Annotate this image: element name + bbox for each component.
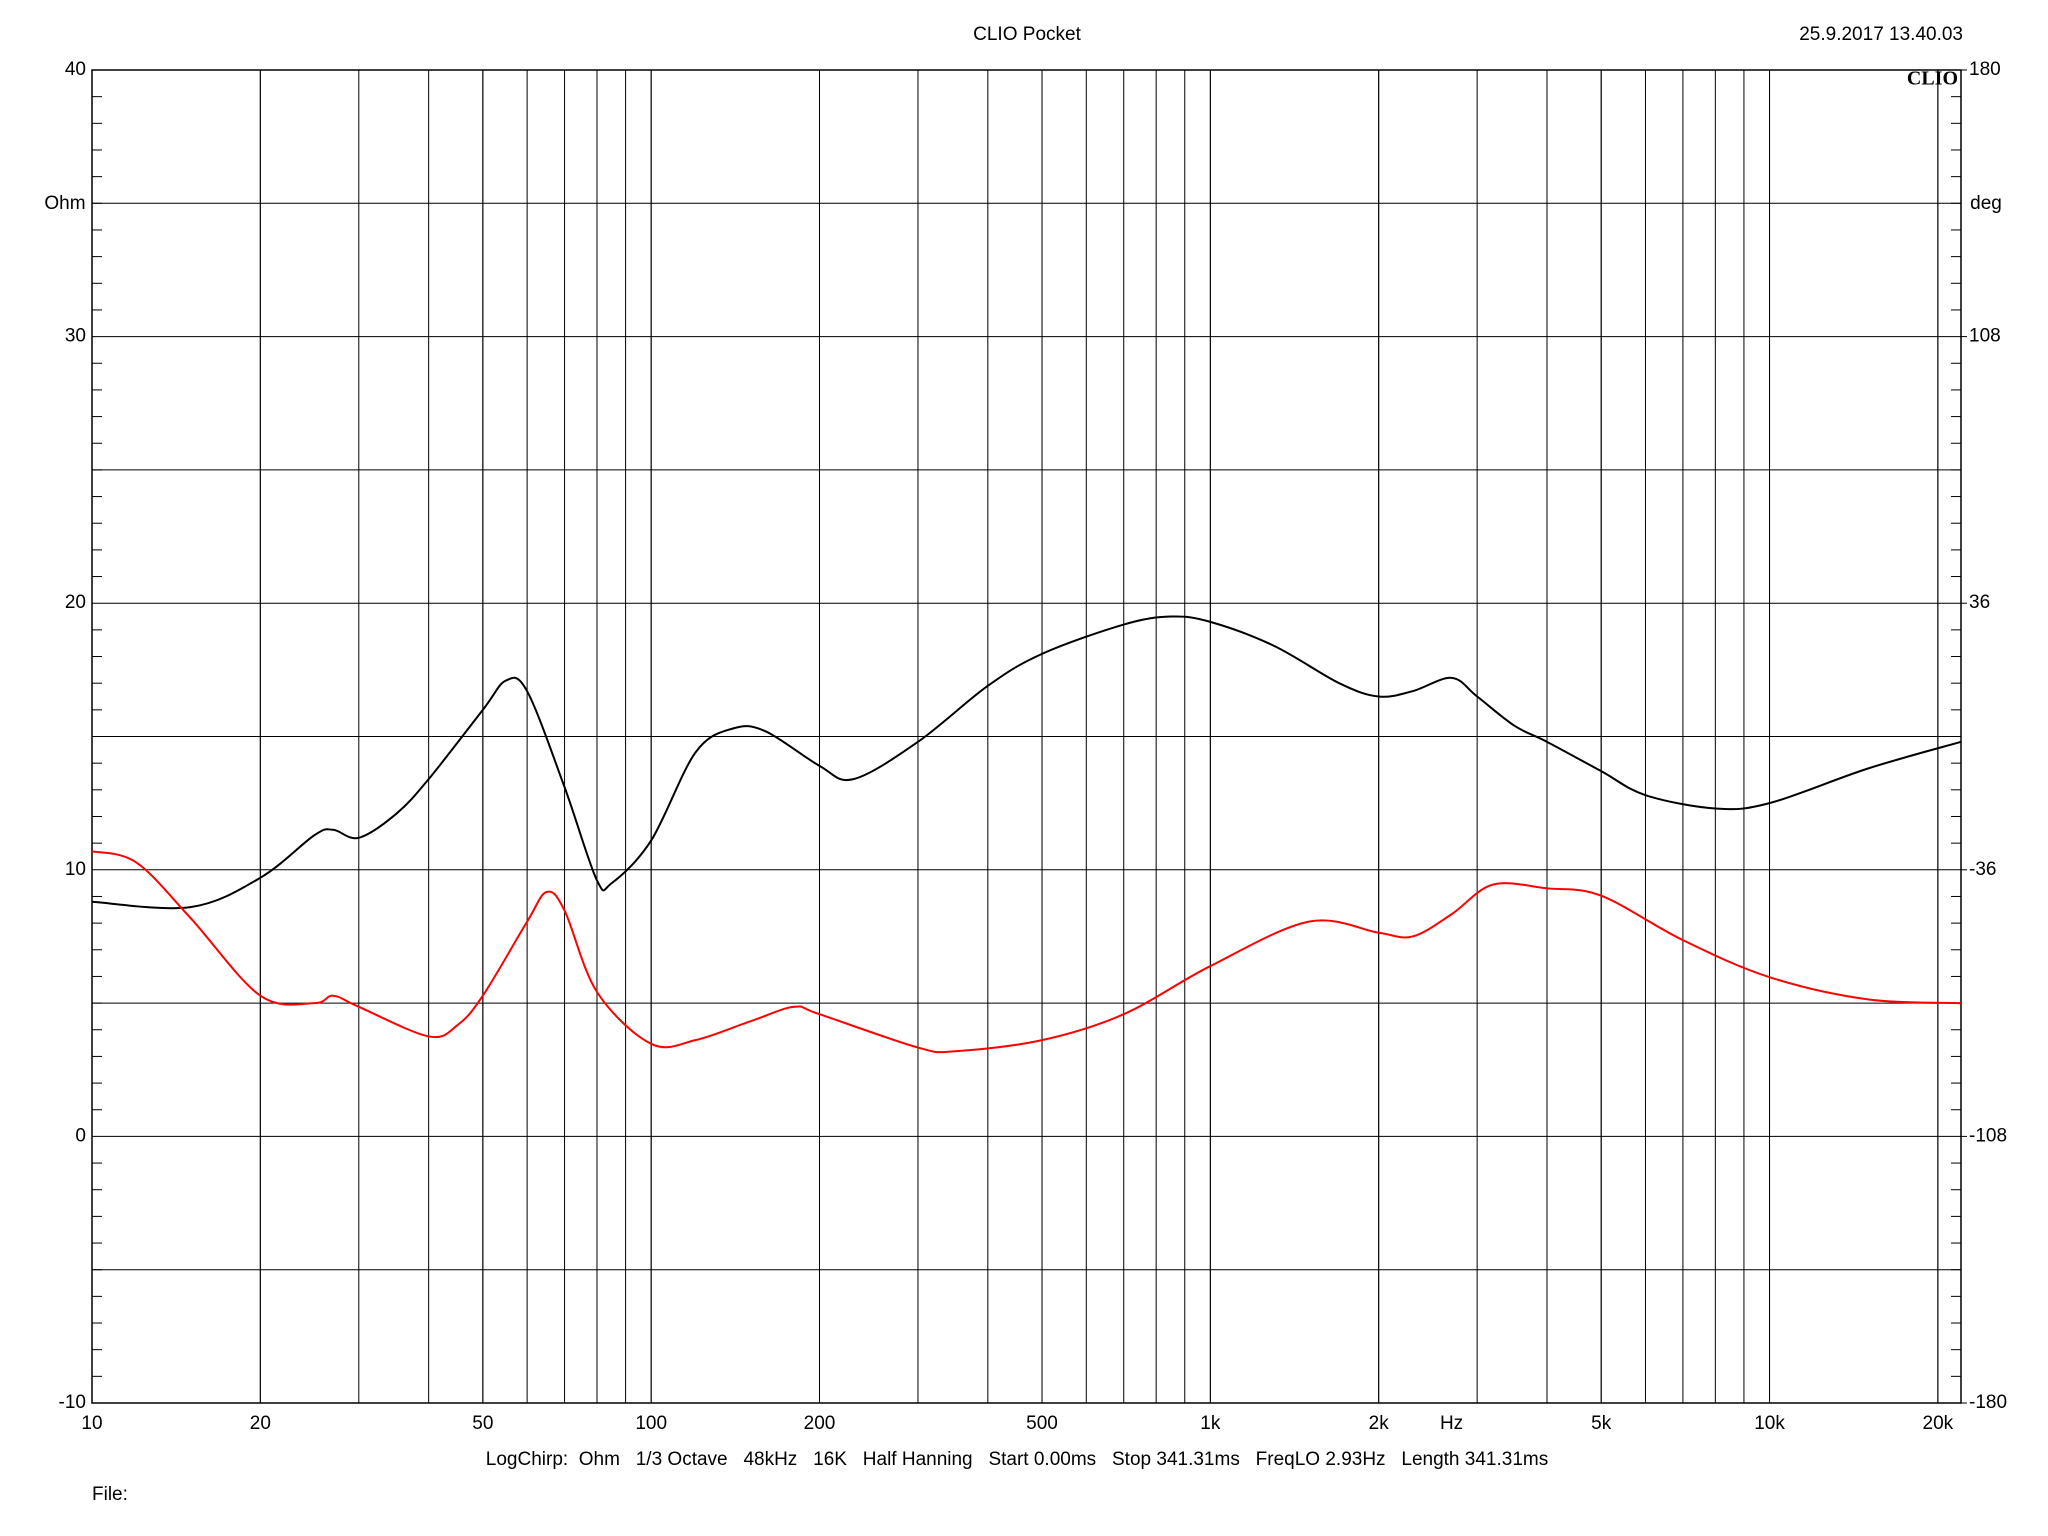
chart-title: CLIO Pocket: [973, 24, 1081, 45]
logo: CLIO: [1907, 68, 1958, 90]
y-tick-label: 20: [65, 592, 86, 613]
y2-tick-label: -180: [1969, 1392, 2007, 1413]
y-tick-label: -10: [59, 1392, 86, 1413]
y-tick-label: 0: [75, 1125, 86, 1146]
x-tick-label: 10k: [1754, 1413, 1785, 1434]
y2-tick-label: 180: [1969, 59, 2001, 80]
timestamp: 25.9.2017 13.40.03: [1799, 24, 1963, 45]
x-tick-label: 200: [804, 1413, 836, 1434]
x-tick-label: 20: [250, 1413, 271, 1434]
y-tick-label: 40: [65, 59, 86, 80]
y2-tick-label: 36: [1969, 592, 1990, 613]
file-label: File:: [92, 1484, 128, 1505]
x-tick-label: 10: [81, 1413, 102, 1434]
x-tick-label: 100: [635, 1413, 667, 1434]
x-tick-label: 20k: [1923, 1413, 1954, 1434]
y2-tick-label: -36: [1969, 859, 1996, 880]
y2-axis-label: deg: [1970, 193, 2002, 214]
y-axis-label: Ohm: [44, 193, 85, 214]
y-tick-label: 10: [65, 859, 86, 880]
x-tick-label: 500: [1026, 1413, 1058, 1434]
y-tick-label: 30: [65, 326, 86, 347]
x-tick-label: 2k: [1369, 1413, 1390, 1434]
plot-frame: [91, 69, 1962, 1404]
data-line: [91, 615, 1962, 910]
x-tick-label: 5k: [1591, 1413, 1612, 1434]
x-tick-label: 1k: [1200, 1413, 1221, 1434]
data-line: [91, 850, 1962, 1054]
y2-tick-label: -108: [1969, 1125, 2007, 1146]
y2-tick-label: 108: [1969, 326, 2001, 347]
x-unit-label: Hz: [1440, 1413, 1463, 1434]
measurement-info: LogChirp: Ohm 1/3 Octave 48kHz 16K Half …: [486, 1449, 1548, 1470]
x-tick-label: 50: [472, 1413, 493, 1434]
